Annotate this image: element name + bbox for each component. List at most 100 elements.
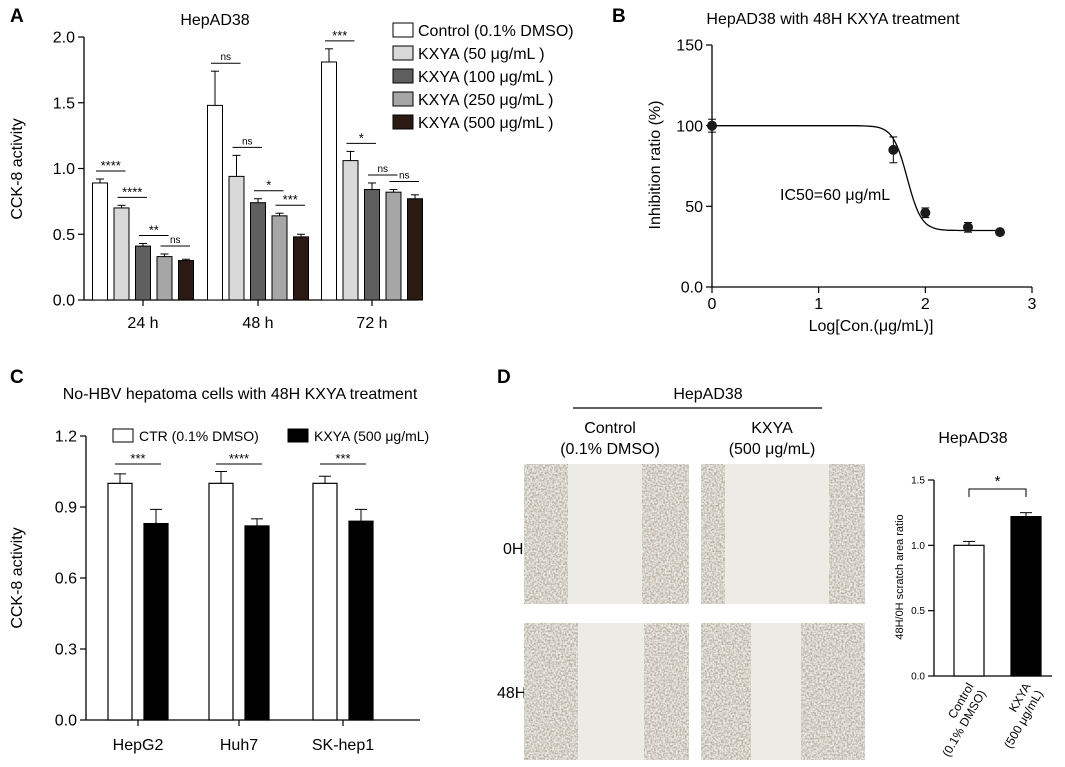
panel-letter-b: B — [612, 6, 626, 27]
d-image-control-48h-cells-left — [524, 623, 578, 760]
d-bar — [1010, 515, 1042, 677]
panel-c-title: No-HBV hepatoma cells with 48H KXYA trea… — [63, 386, 418, 403]
b-ytick-label: 50 — [685, 199, 703, 216]
c-xtick-label: HepG2 — [113, 737, 164, 754]
d-image-control-48h-cells-right — [644, 623, 689, 760]
a-legend-swatch — [392, 22, 414, 38]
panel-c-chart: No-HBV hepatoma cells with 48H KXYA trea… — [9, 386, 429, 754]
a-xtick-label: 72 h — [356, 315, 387, 332]
b-xtick-label: 1 — [814, 296, 823, 313]
c-bar — [312, 482, 338, 721]
a-bar — [407, 198, 423, 301]
a-ytick-label: 1.5 — [53, 95, 75, 112]
panel-a-ylabel: CCK-8 activity — [9, 118, 26, 219]
c-legend-swatch — [112, 428, 134, 443]
b-data-point — [963, 222, 973, 233]
panel-d-col1-line2: (0.1% DMSO) — [560, 441, 660, 458]
a-bar — [113, 207, 130, 301]
c-bar — [107, 482, 133, 721]
d-ytick-label: 0.5 — [911, 606, 925, 617]
b-data-point — [707, 120, 717, 131]
c-bar — [348, 520, 374, 721]
a-ytick-label: 0.5 — [53, 227, 75, 244]
c-sig-label: *** — [335, 451, 350, 466]
b-data-point — [920, 207, 931, 218]
a-ytick-label: 0.0 — [53, 293, 75, 310]
panel-a-chart: HepAD38 CCK-8 activity 0.0 0.5 1.0 1.5 2.0 24… — [9, 12, 574, 332]
d-xtick-label: Control(0.1% DMSO) — [927, 681, 989, 760]
a-sig-label: * — [266, 178, 271, 193]
d-image-kxya-48h-cells-right — [801, 623, 865, 760]
d-image-kxya-48h-cells-left — [701, 623, 751, 760]
a-legend-swatch — [392, 114, 414, 130]
a-bar — [293, 236, 309, 301]
a-legend-label: KXYA (500 μg/mL ) — [418, 115, 554, 132]
c-xtick-label: Huh7 — [220, 737, 258, 754]
a-bar — [342, 160, 359, 301]
c-legend-swatch — [287, 428, 309, 443]
a-bar — [364, 189, 380, 301]
a-xtick-label: 24 h — [127, 315, 158, 332]
a-bar — [250, 202, 266, 301]
panel-letter-c: C — [10, 367, 24, 388]
c-ytick-label: 0.9 — [55, 500, 77, 517]
panel-d-col2-line2: (500 μg/mL) — [729, 441, 816, 458]
panel-d-col2-line1: KXYA — [751, 420, 793, 437]
a-bar — [385, 191, 402, 301]
panel-b-xlabel: Log[Con.(μg/mL)] — [809, 318, 934, 335]
panel-d-row-0h: 0H — [503, 541, 523, 558]
a-sig-label: ns — [399, 171, 410, 182]
a-sig-label: * — [359, 130, 364, 145]
a-sig-label: ns — [242, 136, 253, 147]
c-sig-label: *** — [130, 451, 145, 466]
d-bar — [953, 544, 985, 677]
a-sig-label: ** — [149, 222, 159, 237]
d-ytick-label: 0.0 — [911, 672, 925, 683]
c-ytick-label: 0.0 — [55, 713, 77, 730]
a-bar — [178, 260, 194, 301]
a-bar — [271, 215, 288, 301]
c-bar — [208, 482, 234, 721]
c-ytick-label: 0.6 — [55, 571, 77, 588]
a-bar — [156, 256, 173, 301]
panel-d-row-48h: 48H — [497, 685, 526, 702]
b-xtick-label: 3 — [1028, 296, 1037, 313]
panel-d-group-label: HepAD38 — [673, 386, 742, 403]
d-image-control-0h-cells-left — [524, 464, 568, 604]
c-xtick-label: SK-hep1 — [312, 737, 374, 754]
a-bar — [92, 182, 108, 301]
d-image-kxya-0h-cells-left — [701, 464, 725, 604]
a-ytick-label: 1.0 — [53, 161, 75, 178]
c-legend-label: CTR (0.1% DMSO) — [139, 428, 259, 444]
b-xtick-label: 2 — [921, 296, 930, 313]
a-sig-label: ns — [170, 235, 181, 246]
b-fit-curve — [712, 125, 1000, 232]
panel-b-ylabel: Inhibition ratio (%) — [647, 101, 664, 230]
a-ytick-label: 2.0 — [53, 30, 75, 47]
a-legend-swatch — [392, 91, 414, 107]
panel-b-annotation: IC50=60 μg/mL — [780, 187, 890, 204]
d-image-kxya-0h-cells-right — [829, 464, 865, 604]
a-legend-label: KXYA (250 μg/mL ) — [418, 92, 554, 109]
d-sig-label: * — [995, 473, 1001, 490]
a-sig-label: ns — [377, 164, 388, 175]
panel-d: HepAD38 Control (0.1% DMSO) KXYA (500 μg… — [497, 386, 1052, 760]
panel-letter-d: D — [497, 367, 511, 388]
a-legend-swatch — [392, 45, 414, 61]
panel-b-chart: HepAD38 with 48H KXYA treatment Inhibiti… — [647, 11, 1037, 335]
c-ytick-label: 1.2 — [55, 429, 77, 446]
a-legend-swatch — [392, 68, 414, 84]
a-bar — [228, 175, 245, 301]
a-sig-label: **** — [122, 184, 142, 199]
b-data-point — [995, 227, 1005, 238]
b-ytick-label: 150 — [676, 38, 703, 55]
panel-b-title: HepAD38 with 48H KXYA treatment — [706, 11, 960, 28]
panel-d-bar-ylabel: 48H/0H scratch area ratio — [894, 514, 906, 639]
c-legend-label: KXYA (500 μg/mL) — [314, 428, 429, 444]
a-sig-label: *** — [332, 28, 347, 43]
c-bar — [143, 522, 169, 721]
d-xtick-label: KXYA(500 μg/mL) — [989, 681, 1046, 751]
panel-letter-a: A — [10, 6, 24, 27]
b-xtick-label: 0 — [708, 296, 717, 313]
panel-c-ylabel: CCK-8 activity — [9, 527, 26, 628]
